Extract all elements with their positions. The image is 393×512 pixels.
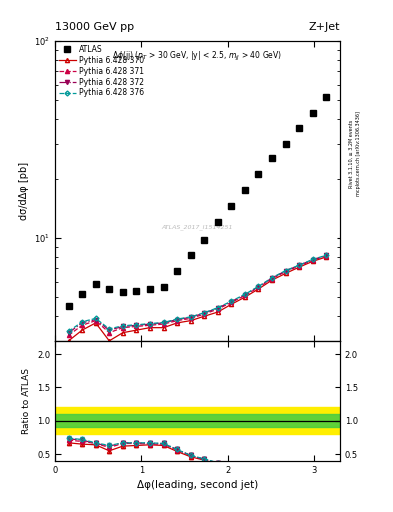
- ATLAS: [256, 172, 261, 178]
- ATLAS: [283, 141, 288, 147]
- Text: ATLAS_2017_I1514251: ATLAS_2017_I1514251: [162, 224, 233, 230]
- Bar: [55, 414, 340, 428]
- ATLAS: [80, 291, 84, 297]
- Y-axis label: Ratio to ATLAS: Ratio to ATLAS: [22, 368, 31, 434]
- ATLAS: [134, 288, 139, 294]
- Y-axis label: dσ/dΔφ [pb]: dσ/dΔφ [pb]: [19, 162, 29, 220]
- Text: Z+Jet: Z+Jet: [309, 22, 340, 32]
- ATLAS: [161, 284, 166, 290]
- Text: mcplots.cern.ch [arXiv:1306.3436]: mcplots.cern.ch [arXiv:1306.3436]: [356, 111, 361, 196]
- ATLAS: [93, 282, 98, 288]
- Legend: ATLAS, Pythia 6.428 370, Pythia 6.428 371, Pythia 6.428 372, Pythia 6.428 376: ATLAS, Pythia 6.428 370, Pythia 6.428 37…: [57, 43, 145, 99]
- Line: ATLAS: ATLAS: [66, 94, 329, 309]
- Text: $\Delta\phi$(jj) ($p_T$ > 30 GeV, |y| < 2.5, $m_{jj}$ > 40 GeV): $\Delta\phi$(jj) ($p_T$ > 30 GeV, |y| < …: [112, 50, 283, 63]
- ATLAS: [188, 252, 193, 258]
- ATLAS: [270, 155, 274, 161]
- ATLAS: [202, 237, 207, 243]
- Bar: [55, 408, 340, 434]
- ATLAS: [107, 286, 112, 292]
- X-axis label: Δφ(leading, second jet): Δφ(leading, second jet): [137, 480, 258, 490]
- ATLAS: [297, 125, 301, 132]
- ATLAS: [120, 289, 125, 295]
- ATLAS: [242, 187, 247, 193]
- ATLAS: [66, 303, 71, 309]
- ATLAS: [147, 286, 152, 292]
- Text: 13000 GeV pp: 13000 GeV pp: [55, 22, 134, 32]
- Text: Rivet 3.1.10, ≥ 3.2M events: Rivet 3.1.10, ≥ 3.2M events: [349, 119, 354, 188]
- ATLAS: [324, 94, 329, 100]
- ATLAS: [229, 203, 234, 209]
- ATLAS: [310, 110, 315, 116]
- ATLAS: [175, 268, 180, 274]
- ATLAS: [215, 219, 220, 225]
